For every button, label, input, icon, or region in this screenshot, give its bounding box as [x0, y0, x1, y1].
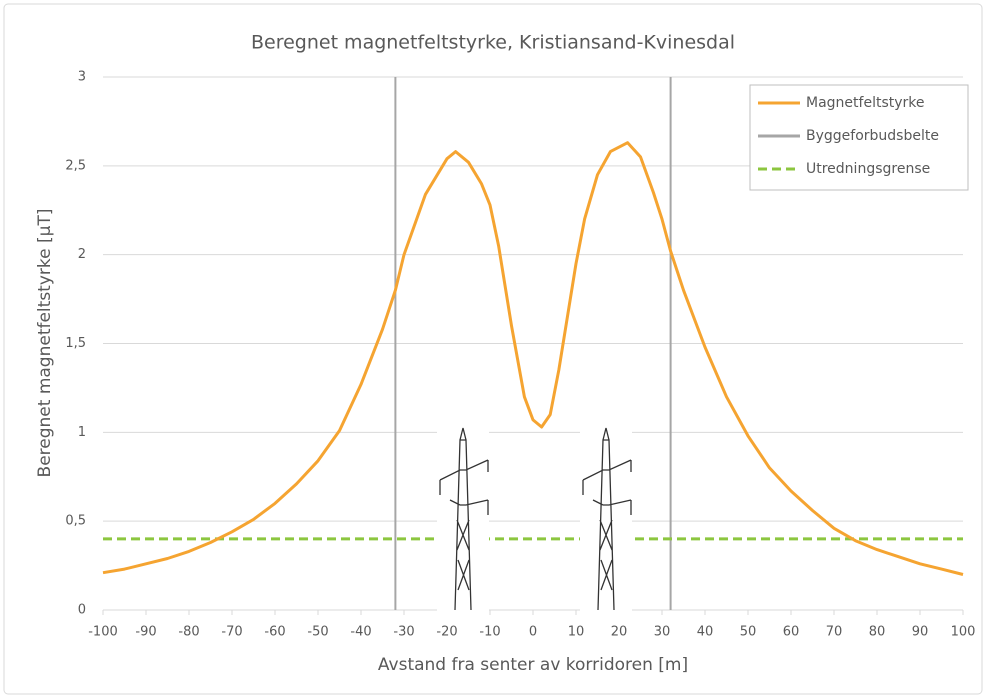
x-tick-label: 100 [951, 625, 976, 640]
x-tick-label: -70 [221, 625, 242, 640]
x-tick-label: -80 [178, 625, 199, 640]
x-tick-label: 50 [740, 625, 757, 640]
x-tick-label: -20 [436, 625, 457, 640]
x-tick-label: -100 [88, 625, 118, 640]
legend-label: Byggeforbudsbelte [806, 128, 939, 144]
y-tick-label: 1 [78, 425, 86, 440]
legend: Magnetfeltstyrke Byggeforbudsbelte Utredni… [750, 85, 968, 190]
x-tick-label: 10 [568, 625, 585, 640]
x-tick-label: 20 [611, 625, 628, 640]
x-tick-label: -50 [307, 625, 328, 640]
x-tick-label: -10 [479, 625, 500, 640]
x-tick-label: -40 [350, 625, 371, 640]
y-tick-label: 0 [78, 603, 86, 618]
x-tick-label: 30 [654, 625, 671, 640]
x-tick-label: -30 [393, 625, 414, 640]
y-tick-label: 0,5 [65, 514, 86, 529]
chart: Beregnet magnetfeltstyrke, Kristiansand-… [0, 0, 986, 698]
x-tick-label: -60 [264, 625, 285, 640]
x-axis-label: Avstand fra senter av korridoren [m] [378, 655, 688, 675]
x-tick-label: 60 [783, 625, 800, 640]
y-tick-label: 3 [78, 70, 86, 85]
legend-label: Magnetfeltstyrke [806, 95, 925, 111]
y-tick-label: 1,5 [65, 336, 86, 351]
x-tick-label: 80 [869, 625, 886, 640]
y-tick-label: 2 [78, 247, 86, 262]
x-tick-label: 0 [529, 625, 537, 640]
y-tick-label: 2,5 [65, 158, 86, 173]
y-axis-label: Beregnet magnetfeltstyrke [µT] [35, 209, 55, 478]
x-tick-label: -90 [135, 625, 156, 640]
x-tick-label: 40 [697, 625, 714, 640]
legend-label: Utredningsgrense [806, 161, 930, 177]
x-tick-label: 70 [826, 625, 843, 640]
x-tick-label: 90 [912, 625, 929, 640]
chart-title: Beregnet magnetfeltstyrke, Kristiansand-… [251, 32, 735, 54]
